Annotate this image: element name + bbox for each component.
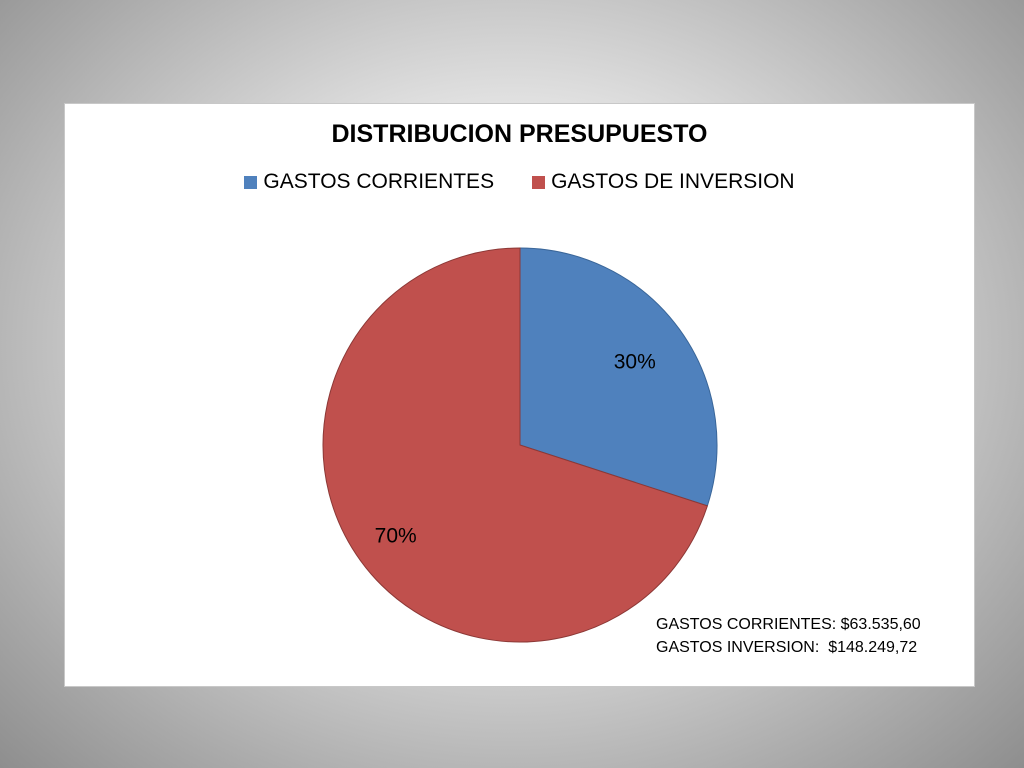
legend-swatch-gastos-inversion xyxy=(532,175,546,189)
pie-slice-gastos-inversion xyxy=(322,247,708,643)
note-gastos-inversion: GASTOS INVERSION: $148.249,72 xyxy=(656,639,918,656)
chart-panel: DISTRIBUCION PRESUPUESTO GASTOS CORRIENT… xyxy=(64,103,975,687)
legend-label-gastos-inversion: GASTOS DE INVERSION xyxy=(551,170,795,193)
legend-swatch-gastos-corrientes xyxy=(244,175,258,189)
budget-notes: GASTOS CORRIENTES: $63.535,60 GASTOS INV… xyxy=(656,613,921,659)
pie-chart: 30% 70% xyxy=(322,247,718,643)
legend-item-gastos-inversion: GASTOS DE INVERSION xyxy=(532,170,795,194)
note-gastos-corrientes: GASTOS CORRIENTES: $63.535,60 xyxy=(656,616,921,633)
data-label-gastos-corrientes: 30% xyxy=(614,351,656,374)
legend-label-gastos-corrientes: GASTOS CORRIENTES xyxy=(263,170,495,193)
legend: GASTOS CORRIENTES GASTOS DE INVERSION xyxy=(65,170,974,194)
data-label-gastos-inversion: 70% xyxy=(375,524,417,547)
legend-item-gastos-corrientes: GASTOS CORRIENTES xyxy=(244,170,494,194)
chart-title: DISTRIBUCION PRESUPUESTO xyxy=(331,120,708,148)
pie-slice-gastos-corrientes xyxy=(519,247,718,507)
